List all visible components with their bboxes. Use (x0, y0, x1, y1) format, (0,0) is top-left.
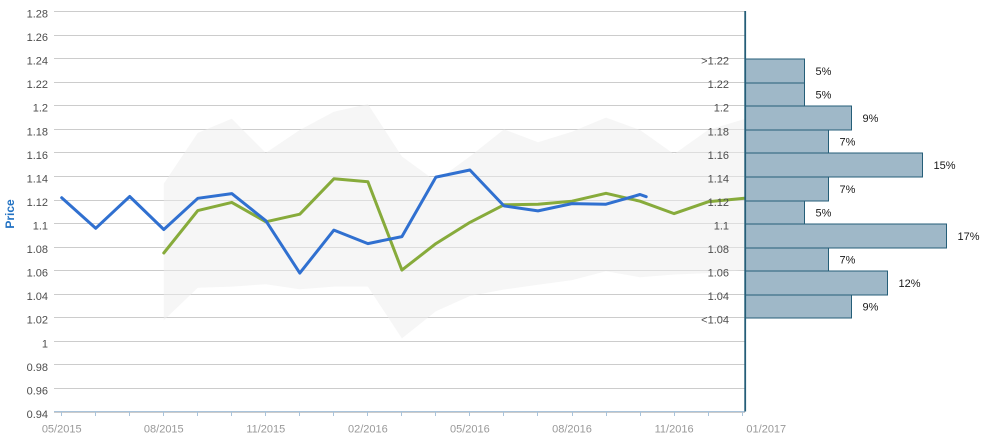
svg-text:1.1: 1.1 (33, 221, 48, 233)
svg-text:1.22: 1.22 (27, 79, 48, 91)
svg-text:1.08: 1.08 (27, 244, 48, 256)
svg-text:1.12: 1.12 (27, 197, 48, 209)
svg-text:01/2017: 01/2017 (746, 424, 786, 436)
svg-text:1.16: 1.16 (708, 150, 729, 162)
svg-text:1.16: 1.16 (27, 150, 48, 162)
svg-text:12%: 12% (899, 278, 921, 290)
svg-text:1: 1 (42, 338, 48, 350)
svg-text:11/2015: 11/2015 (246, 424, 285, 436)
svg-text:15%: 15% (934, 160, 956, 172)
svg-text:17%: 17% (958, 231, 980, 243)
svg-text:>1.22: >1.22 (701, 56, 729, 68)
svg-text:1.14: 1.14 (27, 173, 48, 185)
svg-text:7%: 7% (840, 137, 856, 149)
svg-text:1.12: 1.12 (708, 197, 729, 209)
svg-text:05/2016: 05/2016 (450, 424, 490, 436)
svg-text:5%: 5% (816, 208, 832, 220)
svg-text:Price: Price (3, 199, 17, 229)
svg-text:1.02: 1.02 (27, 315, 48, 327)
svg-text:08/2016: 08/2016 (552, 424, 592, 436)
svg-text:1.2: 1.2 (714, 103, 729, 115)
svg-text:7%: 7% (840, 184, 856, 196)
svg-text:1.14: 1.14 (708, 173, 729, 185)
svg-text:0.98: 0.98 (27, 362, 48, 374)
svg-text:1.26: 1.26 (27, 32, 48, 44)
svg-text:1.22: 1.22 (708, 79, 729, 91)
svg-text:1.18: 1.18 (708, 126, 729, 138)
svg-text:5%: 5% (816, 66, 832, 78)
svg-text:1.18: 1.18 (27, 126, 48, 138)
svg-text:5%: 5% (816, 90, 832, 102)
svg-text:08/2015: 08/2015 (144, 424, 184, 436)
svg-text:0.96: 0.96 (27, 385, 48, 397)
svg-text:0.94: 0.94 (27, 409, 48, 421)
svg-text:1.06: 1.06 (708, 268, 729, 280)
svg-text:1.04: 1.04 (708, 291, 729, 303)
svg-text:1.28: 1.28 (27, 9, 48, 21)
svg-text:1.04: 1.04 (27, 291, 48, 303)
svg-text:02/2016: 02/2016 (348, 424, 388, 436)
svg-text:1.06: 1.06 (27, 268, 48, 280)
svg-text:1.24: 1.24 (27, 56, 48, 68)
svg-text:1.2: 1.2 (33, 103, 48, 115)
svg-text:<1.04: <1.04 (701, 315, 729, 327)
svg-text:9%: 9% (863, 302, 879, 314)
svg-text:1.08: 1.08 (708, 244, 729, 256)
svg-text:7%: 7% (840, 255, 856, 267)
svg-text:11/2016: 11/2016 (655, 424, 694, 436)
svg-text:05/2015: 05/2015 (42, 424, 82, 436)
svg-text:9%: 9% (863, 113, 879, 125)
svg-text:1.1: 1.1 (714, 221, 729, 233)
